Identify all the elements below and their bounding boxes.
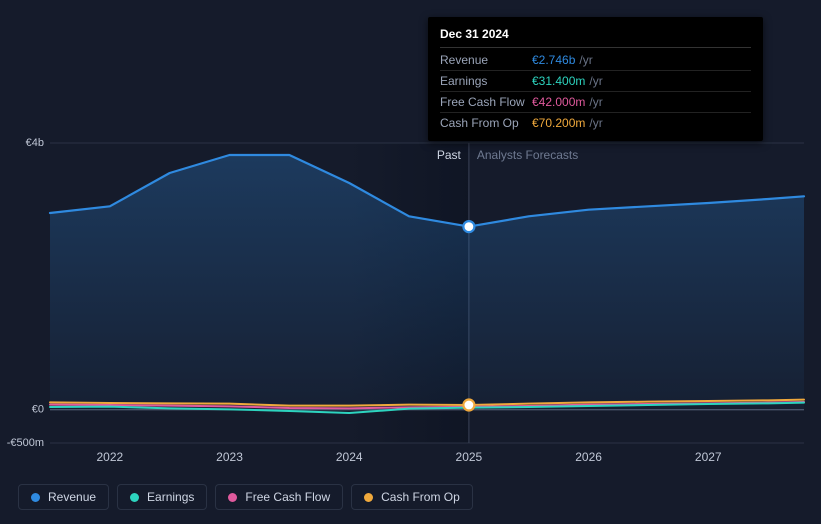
tooltip-row-label: Revenue xyxy=(440,51,532,69)
tooltip-row: Earnings€31.400m/yr xyxy=(440,71,751,92)
tooltip-date: Dec 31 2024 xyxy=(440,25,751,48)
legend-dot-icon xyxy=(364,493,373,502)
x-axis-label: 2027 xyxy=(695,450,722,464)
tooltip-row: Free Cash Flow€42.000m/yr xyxy=(440,92,751,113)
legend-item-revenue[interactable]: Revenue xyxy=(18,484,109,510)
x-axis-label: 2024 xyxy=(336,450,363,464)
legend-dot-icon xyxy=(31,493,40,502)
tooltip-row-suffix: /yr xyxy=(579,51,592,69)
region-label-past: Past xyxy=(437,148,462,162)
y-axis-label: -€500m xyxy=(7,437,44,449)
legend-item-label: Free Cash Flow xyxy=(245,490,330,504)
tooltip-row: Revenue€2.746b/yr xyxy=(440,50,751,71)
x-axis-label: 2022 xyxy=(96,450,123,464)
legend-item-cash_from_op[interactable]: Cash From Op xyxy=(351,484,473,510)
legend-item-label: Revenue xyxy=(48,490,96,504)
chart-legend: Revenue Earnings Free Cash Flow Cash From O… xyxy=(18,484,473,510)
tooltip-row-suffix: /yr xyxy=(589,93,602,111)
tooltip-row-suffix: /yr xyxy=(589,114,602,132)
tooltip-row: Cash From Op€70.200m/yr xyxy=(440,113,751,133)
legend-item-fcf[interactable]: Free Cash Flow xyxy=(215,484,343,510)
tooltip-row-label: Cash From Op xyxy=(440,114,532,132)
legend-item-label: Cash From Op xyxy=(381,490,460,504)
legend-dot-icon xyxy=(130,493,139,502)
y-axis-label: €4b xyxy=(26,137,44,149)
x-axis-label: 2023 xyxy=(216,450,243,464)
legend-item-earnings[interactable]: Earnings xyxy=(117,484,207,510)
tooltip-row-label: Free Cash Flow xyxy=(440,93,532,111)
tooltip-row-value: €31.400m xyxy=(532,72,585,90)
tooltip-row-value: €2.746b xyxy=(532,51,575,69)
x-axis-label: 2026 xyxy=(575,450,602,464)
tooltip-row-value: €42.000m xyxy=(532,93,585,111)
tooltip-row-suffix: /yr xyxy=(589,72,602,90)
tooltip-row-label: Earnings xyxy=(440,72,532,90)
legend-item-label: Earnings xyxy=(147,490,194,504)
region-label-forecast: Analysts Forecasts xyxy=(477,148,578,162)
x-axis-label: 2025 xyxy=(456,450,483,464)
chart-tooltip: Dec 31 2024 Revenue€2.746b/yrEarnings€31… xyxy=(428,17,763,141)
y-axis-label: €0 xyxy=(32,404,44,416)
legend-dot-icon xyxy=(228,493,237,502)
tooltip-row-value: €70.200m xyxy=(532,114,585,132)
